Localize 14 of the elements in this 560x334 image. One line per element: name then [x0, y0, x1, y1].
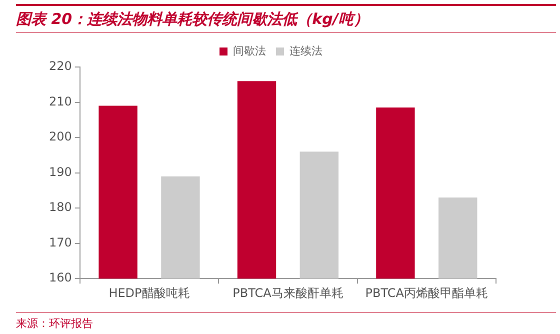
- x-tick-label: PBTCA马来酸酐单耗: [232, 286, 344, 300]
- legend-label: 间歇法: [233, 44, 266, 58]
- y-tick-label: 190: [49, 164, 72, 179]
- y-tick-label: 220: [49, 59, 72, 74]
- chart-title: 图表 20：连续法物料单耗较传统间歇法低（kg/吨）: [16, 4, 556, 33]
- x-tick-label: HEDP醋酸吨耗: [108, 286, 190, 300]
- y-tick-label: 160: [49, 270, 72, 285]
- source-note: 来源：环评报告: [16, 312, 556, 331]
- y-tick-label: 200: [49, 130, 72, 144]
- y-tick-label: 210: [49, 94, 72, 108]
- y-tick-label: 170: [49, 235, 72, 250]
- y-tick-label: 180: [49, 200, 72, 214]
- legend-label: 连续法: [290, 44, 322, 58]
- x-tick-label: PBTCA丙烯酸甲酯单耗: [365, 286, 488, 300]
